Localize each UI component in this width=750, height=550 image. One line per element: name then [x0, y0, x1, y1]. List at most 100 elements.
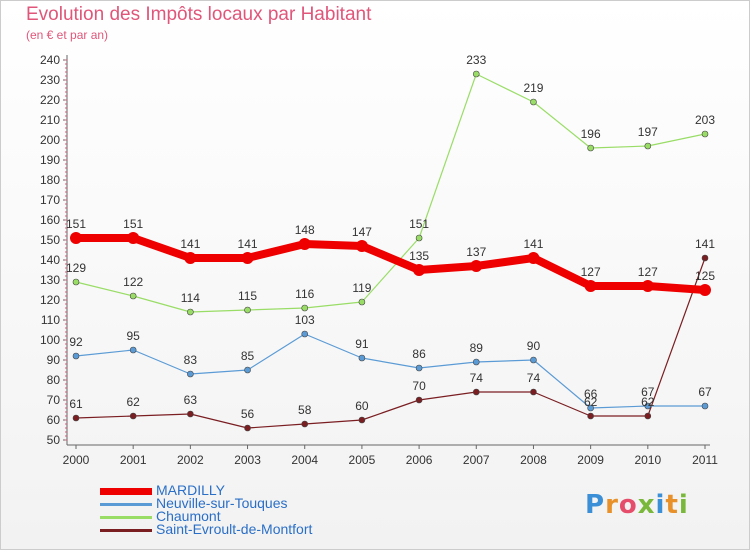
data-point-mardilly: [127, 232, 140, 244]
data-point-chaumont: [301, 304, 309, 312]
y-tick-label: 200: [40, 133, 60, 147]
legend-label-neuville: Neuville-sur-Touques: [156, 495, 288, 511]
legend-swatch-chaumont: [100, 516, 152, 519]
data-point-neuville-sur-touques: [701, 402, 709, 410]
data-point-saint-evroult-de-montfort: [587, 412, 594, 420]
series-line-saint-evroult-de-montfort: [75, 257, 706, 429]
data-point-chaumont: [415, 234, 423, 242]
logo-letter: i: [655, 490, 666, 520]
data-point-neuville-sur-touques: [415, 364, 423, 372]
data-point-chaumont: [587, 144, 594, 152]
data-label-chaumont: 151: [409, 217, 429, 231]
data-point-chaumont: [187, 308, 194, 316]
data-label-chaumont: 114: [181, 291, 200, 305]
data-point-mardilly: [584, 280, 597, 292]
y-tick-label: 160: [40, 213, 60, 227]
logo-letter: o: [618, 490, 638, 520]
data-label-neuville-sur-touques: 91: [355, 337, 369, 351]
data-point-chaumont: [530, 98, 537, 106]
y-tick-label: 140: [40, 253, 60, 267]
chart-subtitle: (en € et par an): [26, 28, 109, 42]
y-tick-label: 130: [40, 273, 60, 287]
data-point-neuville-sur-touques: [587, 404, 594, 412]
data-label-neuville-sur-touques: 85: [241, 349, 255, 363]
y-tick-label: 110: [41, 313, 60, 327]
y-tick-label: 60: [47, 413, 61, 427]
data-point-saint-evroult-de-montfort: [530, 388, 537, 396]
data-label-chaumont: 116: [295, 287, 314, 301]
data-point-chaumont: [72, 278, 80, 286]
data-point-mardilly: [241, 252, 254, 264]
logo-letter: i: [678, 490, 689, 520]
data-label-mardilly: 135: [409, 249, 429, 263]
data-point-mardilly: [70, 232, 82, 244]
data-point-chaumont: [644, 142, 652, 150]
data-point-chaumont: [244, 306, 251, 314]
data-point-saint-evroult-de-montfort: [244, 424, 251, 432]
chart-title: Evolution des Impôts locaux par Habitant: [26, 4, 372, 25]
legend-swatch-neuville: [100, 503, 152, 506]
data-point-chaumont: [701, 130, 709, 138]
data-label-chaumont: 196: [581, 127, 601, 141]
x-tick-label: 2001: [120, 453, 147, 467]
data-label-neuville-sur-touques: 67: [698, 385, 712, 399]
x-tick-label: 2003: [234, 453, 261, 467]
data-label-chaumont: 115: [238, 289, 257, 303]
x-tick-label: 2010: [634, 453, 661, 467]
data-point-saint-evroult-de-montfort: [72, 414, 80, 422]
x-tick-label: 2011: [692, 453, 718, 467]
data-label-saint-evroult-de-montfort: 74: [470, 371, 484, 385]
legend-swatch-saint-evroult: [100, 529, 152, 532]
data-label-saint-evroult-de-montfort: 74: [527, 371, 541, 385]
y-tick-label: 180: [40, 173, 60, 187]
legend-label-mardilly: MARDILLY: [156, 482, 225, 498]
legend-label-saint-evroult: Saint-Evroult-de-Montfort: [156, 521, 313, 537]
data-label-mardilly: 127: [581, 265, 601, 279]
logo-letter: x: [637, 490, 656, 520]
data-label-neuville-sur-touques: 66: [584, 387, 598, 401]
data-point-mardilly: [298, 238, 311, 250]
data-label-saint-evroult-de-montfort: 56: [241, 407, 255, 421]
y-tick-label: 50: [47, 433, 61, 447]
data-point-neuville-sur-touques: [644, 402, 652, 410]
data-label-chaumont: 197: [638, 125, 658, 139]
data-point-mardilly: [355, 240, 368, 252]
data-point-mardilly: [470, 260, 483, 272]
data-point-chaumont: [358, 298, 366, 306]
y-tick-label: 190: [40, 153, 60, 167]
y-tick-label: 70: [47, 393, 61, 407]
data-label-saint-evroult-de-montfort: 58: [298, 403, 312, 417]
y-tick-label: 80: [47, 373, 61, 387]
x-tick-label: 2006: [406, 453, 433, 467]
y-tick-label: 90: [47, 353, 61, 367]
data-label-saint-evroult-de-montfort: 62: [641, 395, 655, 409]
logo-letter: r: [605, 490, 619, 520]
data-label-saint-evroult-de-montfort: 141: [695, 237, 715, 251]
y-tick-label: 220: [40, 93, 60, 107]
data-point-neuville-sur-touques: [72, 352, 80, 360]
data-point-mardilly: [527, 252, 540, 264]
data-point-neuville-sur-touques: [129, 346, 137, 354]
data-point-mardilly: [641, 280, 654, 292]
data-point-saint-evroult-de-montfort: [701, 254, 709, 262]
data-label-neuville-sur-touques: 67: [641, 385, 655, 399]
data-point-saint-evroult-de-montfort: [301, 420, 309, 428]
data-point-mardilly: [184, 252, 197, 264]
data-label-chaumont: 203: [695, 113, 715, 127]
data-point-neuville-sur-touques: [301, 330, 309, 338]
legend-swatch-mardilly: [100, 488, 152, 495]
logo-letter: P: [585, 490, 606, 520]
data-label-neuville-sur-touques: 95: [127, 329, 141, 343]
data-label-mardilly: 141: [180, 237, 200, 251]
data-point-chaumont: [129, 292, 137, 300]
data-label-mardilly: 141: [523, 237, 543, 251]
data-label-saint-evroult-de-montfort: 62: [127, 395, 141, 409]
data-label-neuville-sur-touques: 83: [184, 353, 198, 367]
x-tick-label: 2000: [63, 453, 90, 467]
data-label-mardilly: 148: [295, 223, 315, 237]
data-point-chaumont: [472, 70, 480, 78]
data-label-mardilly: 125: [695, 269, 715, 283]
data-point-neuville-sur-touques: [187, 370, 194, 378]
